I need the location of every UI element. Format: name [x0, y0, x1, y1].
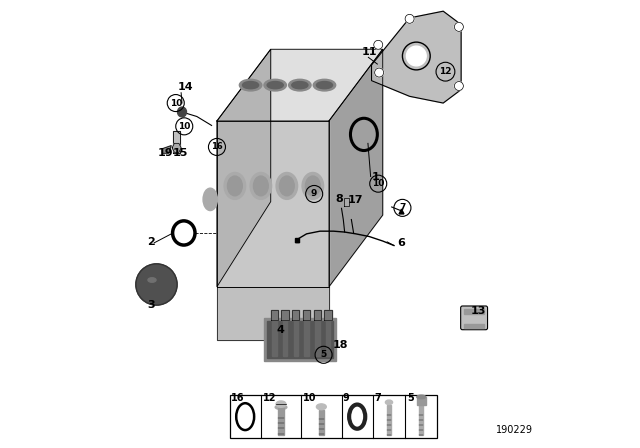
Polygon shape — [417, 397, 426, 405]
Polygon shape — [217, 121, 329, 287]
Ellipse shape — [316, 404, 326, 409]
Polygon shape — [217, 287, 329, 340]
Text: 1: 1 — [372, 172, 380, 182]
Text: 9: 9 — [311, 190, 317, 198]
Polygon shape — [173, 131, 180, 153]
Text: 10: 10 — [170, 99, 182, 108]
Ellipse shape — [177, 107, 186, 117]
Text: 12: 12 — [262, 392, 276, 402]
Polygon shape — [217, 49, 271, 287]
Polygon shape — [464, 309, 484, 314]
Ellipse shape — [302, 172, 324, 199]
Polygon shape — [324, 310, 332, 320]
Ellipse shape — [305, 176, 320, 196]
Ellipse shape — [250, 172, 271, 199]
Circle shape — [136, 264, 177, 305]
Text: 11: 11 — [361, 47, 377, 57]
Ellipse shape — [243, 82, 259, 89]
Text: 17: 17 — [348, 195, 364, 205]
Polygon shape — [292, 310, 300, 320]
Text: 13: 13 — [470, 306, 486, 315]
Ellipse shape — [316, 82, 333, 89]
Text: 10: 10 — [372, 179, 385, 188]
Polygon shape — [464, 324, 484, 328]
Text: 7: 7 — [399, 203, 406, 212]
Polygon shape — [272, 321, 276, 356]
Polygon shape — [283, 321, 287, 356]
Polygon shape — [319, 410, 324, 435]
Ellipse shape — [280, 176, 294, 196]
Polygon shape — [282, 310, 289, 320]
Polygon shape — [344, 198, 349, 206]
Ellipse shape — [276, 172, 298, 199]
Ellipse shape — [406, 46, 426, 66]
Text: 14: 14 — [178, 82, 194, 91]
Ellipse shape — [203, 188, 218, 211]
Text: 18: 18 — [333, 340, 348, 350]
Bar — [230, 395, 437, 438]
Polygon shape — [278, 408, 284, 435]
Polygon shape — [329, 49, 383, 287]
Text: 6: 6 — [397, 237, 405, 247]
Ellipse shape — [275, 405, 287, 409]
Polygon shape — [271, 310, 278, 320]
Polygon shape — [314, 310, 321, 320]
FancyBboxPatch shape — [461, 306, 488, 330]
Circle shape — [374, 68, 383, 77]
Polygon shape — [387, 405, 391, 435]
Text: 9: 9 — [343, 392, 349, 402]
Text: 15: 15 — [173, 148, 188, 158]
Polygon shape — [217, 49, 383, 121]
Polygon shape — [294, 321, 298, 356]
Text: 10: 10 — [178, 122, 191, 131]
Polygon shape — [305, 321, 309, 356]
Ellipse shape — [264, 79, 287, 91]
Text: 3: 3 — [147, 300, 155, 310]
Circle shape — [454, 82, 463, 90]
Circle shape — [454, 22, 463, 31]
Ellipse shape — [289, 79, 311, 91]
Polygon shape — [315, 321, 319, 356]
Polygon shape — [267, 321, 333, 358]
Ellipse shape — [267, 82, 284, 89]
Polygon shape — [303, 310, 310, 320]
Text: 19: 19 — [158, 148, 173, 158]
Polygon shape — [163, 146, 172, 153]
Circle shape — [405, 14, 414, 23]
Ellipse shape — [239, 79, 262, 91]
Polygon shape — [326, 321, 330, 356]
Text: 10: 10 — [303, 392, 316, 402]
Ellipse shape — [292, 82, 308, 89]
Polygon shape — [419, 405, 424, 435]
Ellipse shape — [148, 278, 156, 282]
Text: 7: 7 — [374, 392, 381, 402]
Circle shape — [374, 40, 383, 49]
Text: 4: 4 — [276, 325, 284, 335]
Text: 190229: 190229 — [496, 425, 533, 435]
Text: 5: 5 — [321, 350, 326, 359]
Text: 16: 16 — [231, 392, 244, 402]
Text: 2: 2 — [147, 237, 155, 247]
Text: 5: 5 — [407, 392, 413, 402]
Text: 8: 8 — [336, 194, 344, 204]
Ellipse shape — [253, 176, 268, 196]
Ellipse shape — [224, 172, 246, 199]
Polygon shape — [371, 11, 461, 103]
Ellipse shape — [385, 400, 392, 405]
Text: 16: 16 — [211, 142, 223, 151]
Polygon shape — [172, 143, 181, 152]
Text: 12: 12 — [439, 67, 452, 76]
Ellipse shape — [227, 176, 243, 196]
Ellipse shape — [276, 401, 286, 407]
Ellipse shape — [417, 395, 426, 399]
Ellipse shape — [314, 79, 336, 91]
Polygon shape — [264, 318, 336, 361]
